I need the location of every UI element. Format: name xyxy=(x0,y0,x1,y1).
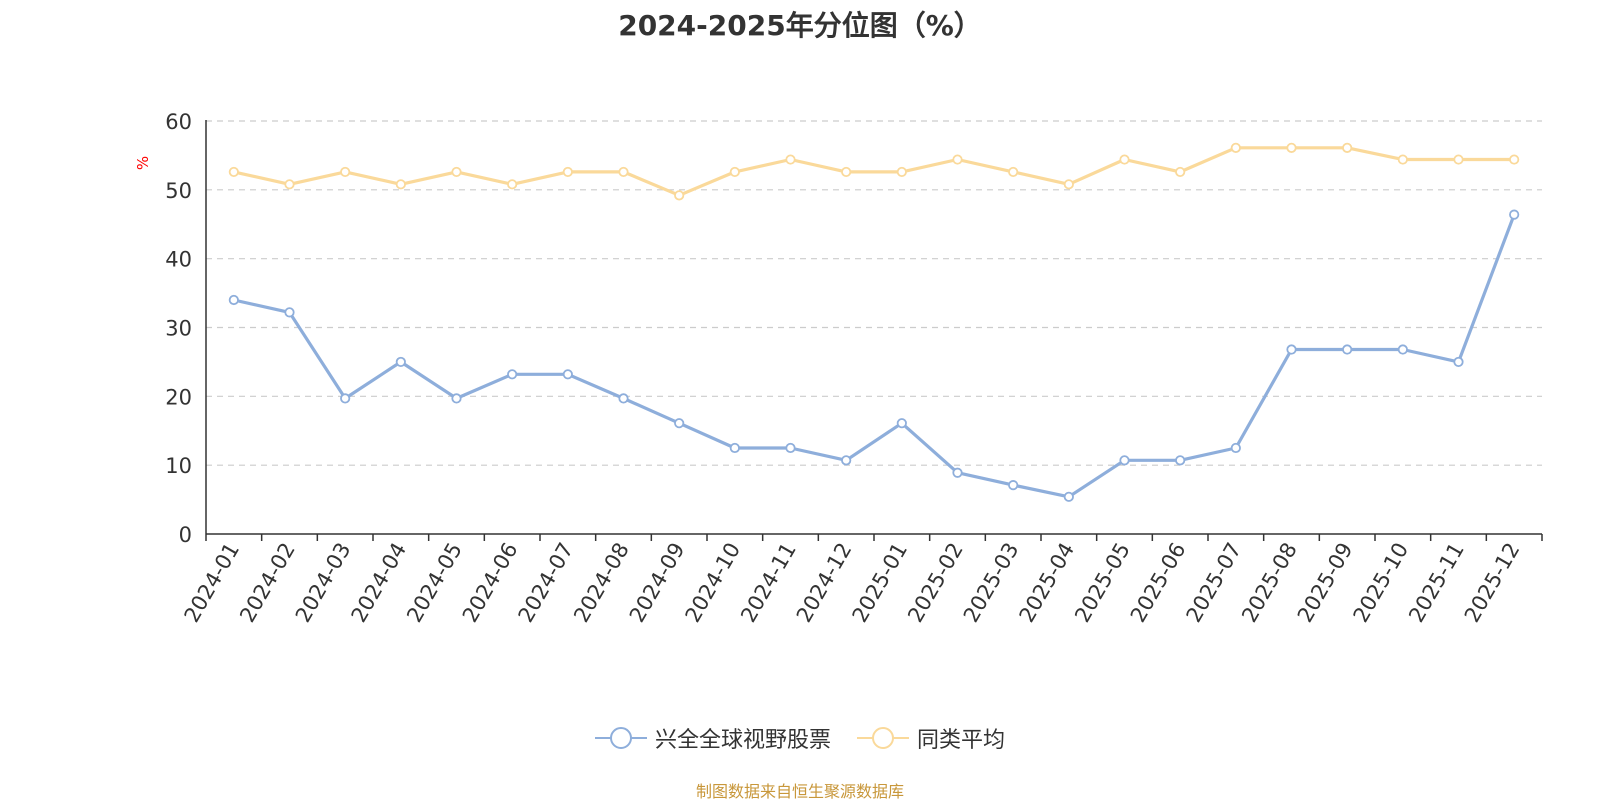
x-tick-label: 2024-02 xyxy=(235,539,300,627)
x-tick-label: 2025-02 xyxy=(903,539,968,627)
series-point-1 xyxy=(507,179,518,190)
series-line-1 xyxy=(233,146,1515,197)
legend-marker-series-0 xyxy=(594,727,647,749)
y-tick-label: 50 xyxy=(165,179,192,203)
series-point-1 xyxy=(729,166,740,178)
legend-label-series-1: 同类平均 xyxy=(917,728,1006,753)
series-point-0 xyxy=(1453,356,1464,368)
y-tick-label: 30 xyxy=(165,317,192,341)
y-tick-label: 10 xyxy=(165,454,192,478)
series-point-0 xyxy=(228,294,239,306)
series-point-0 xyxy=(1397,344,1408,355)
legend-label-series-0: 兴全全球视野股票 xyxy=(654,728,831,753)
series-point-1 xyxy=(1063,179,1074,190)
series-point-1 xyxy=(1342,142,1353,153)
x-tick-label: 2024-11 xyxy=(736,539,801,627)
series-point-1 xyxy=(1286,142,1297,153)
series-point-1 xyxy=(284,179,295,190)
chart-title: 2024-2025年分位图（%） xyxy=(618,9,982,42)
series-point-1 xyxy=(562,166,573,178)
x-tick-label: 2025-11 xyxy=(1404,539,1469,627)
x-tick-label: 2025-09 xyxy=(1293,539,1358,627)
series-point-0 xyxy=(1008,480,1019,491)
x-tick-label: 2024-01 xyxy=(180,539,245,627)
legend-item-series-1[interactable]: 同类平均 xyxy=(857,722,1005,754)
series-point-0 xyxy=(896,418,907,429)
series-point-0 xyxy=(841,455,852,466)
series-point-1 xyxy=(1119,154,1130,165)
x-tick-label: 2024-10 xyxy=(681,539,746,627)
x-tick-label: 2025-12 xyxy=(1460,539,1525,627)
x-tick-label: 2024-07 xyxy=(514,539,579,627)
x-tick-label: 2024-12 xyxy=(792,539,857,627)
series-point-0 xyxy=(618,393,629,404)
series-point-0 xyxy=(507,369,518,380)
legend-item-series-0[interactable]: 兴全全球视野股票 xyxy=(594,722,831,754)
series-point-0 xyxy=(1509,209,1520,220)
x-tick-label: 2025-01 xyxy=(848,539,913,627)
series-point-1 xyxy=(1453,154,1464,165)
x-tick-label: 2025-03 xyxy=(959,539,1024,627)
series-point-1 xyxy=(395,179,406,190)
series-point-1 xyxy=(785,154,796,165)
legend: 兴全全球视野股票 同类平均 xyxy=(0,722,1600,754)
series-point-0 xyxy=(729,442,740,454)
series-point-1 xyxy=(952,154,963,165)
x-tick-label: 2024-06 xyxy=(458,539,523,627)
series-point-1 xyxy=(841,166,852,178)
x-tick-label: 2024-05 xyxy=(402,539,467,627)
y-axis-label: % xyxy=(134,156,152,170)
x-tick-label: 2025-08 xyxy=(1237,539,1302,627)
y-tick-label: 0 xyxy=(179,523,192,547)
series-point-0 xyxy=(1286,344,1297,355)
line-chart: 0102030405060%2024-012024-022024-032024-… xyxy=(134,110,1543,627)
series-point-1 xyxy=(228,166,239,178)
x-tick-label: 2025-04 xyxy=(1015,539,1080,627)
x-tick-label: 2024-09 xyxy=(625,539,690,627)
series-point-1 xyxy=(896,166,907,178)
series-point-1 xyxy=(340,166,351,178)
series-point-1 xyxy=(1008,166,1019,178)
y-tick-label: 20 xyxy=(165,385,192,409)
series-point-0 xyxy=(1063,491,1074,502)
y-tick-label: 60 xyxy=(165,110,192,134)
series-point-0 xyxy=(562,369,573,380)
series-point-0 xyxy=(395,356,406,368)
series-line-0 xyxy=(233,214,1516,499)
series-point-0 xyxy=(451,393,462,404)
x-tick-label: 2025-07 xyxy=(1182,539,1247,627)
x-tick-label: 2024-03 xyxy=(291,539,356,627)
series-point-1 xyxy=(1175,166,1186,178)
x-tick-label: 2025-05 xyxy=(1070,539,1135,627)
series-point-1 xyxy=(1397,154,1408,165)
series-point-1 xyxy=(618,166,629,178)
series-point-1 xyxy=(1230,142,1241,153)
series-point-1 xyxy=(674,190,685,201)
series-point-0 xyxy=(284,307,295,318)
legend-marker-series-1 xyxy=(857,727,909,749)
series-point-0 xyxy=(1230,442,1241,454)
series-point-0 xyxy=(1175,455,1186,466)
series-point-0 xyxy=(1342,344,1353,355)
series-point-1 xyxy=(451,166,462,178)
x-tick-label: 2024-04 xyxy=(347,539,412,627)
series-point-0 xyxy=(1119,455,1130,466)
x-tick-label: 2025-10 xyxy=(1349,539,1414,627)
x-tick-label: 2025-06 xyxy=(1126,539,1191,627)
series-point-0 xyxy=(952,467,963,478)
series-point-0 xyxy=(785,442,796,454)
series-point-0 xyxy=(340,393,351,404)
x-tick-label: 2024-08 xyxy=(569,539,634,627)
source-note: 制图数据来自恒生聚源数据库 xyxy=(695,782,904,801)
y-tick-label: 40 xyxy=(165,248,192,272)
series-point-0 xyxy=(674,418,685,429)
series-point-1 xyxy=(1509,154,1520,165)
